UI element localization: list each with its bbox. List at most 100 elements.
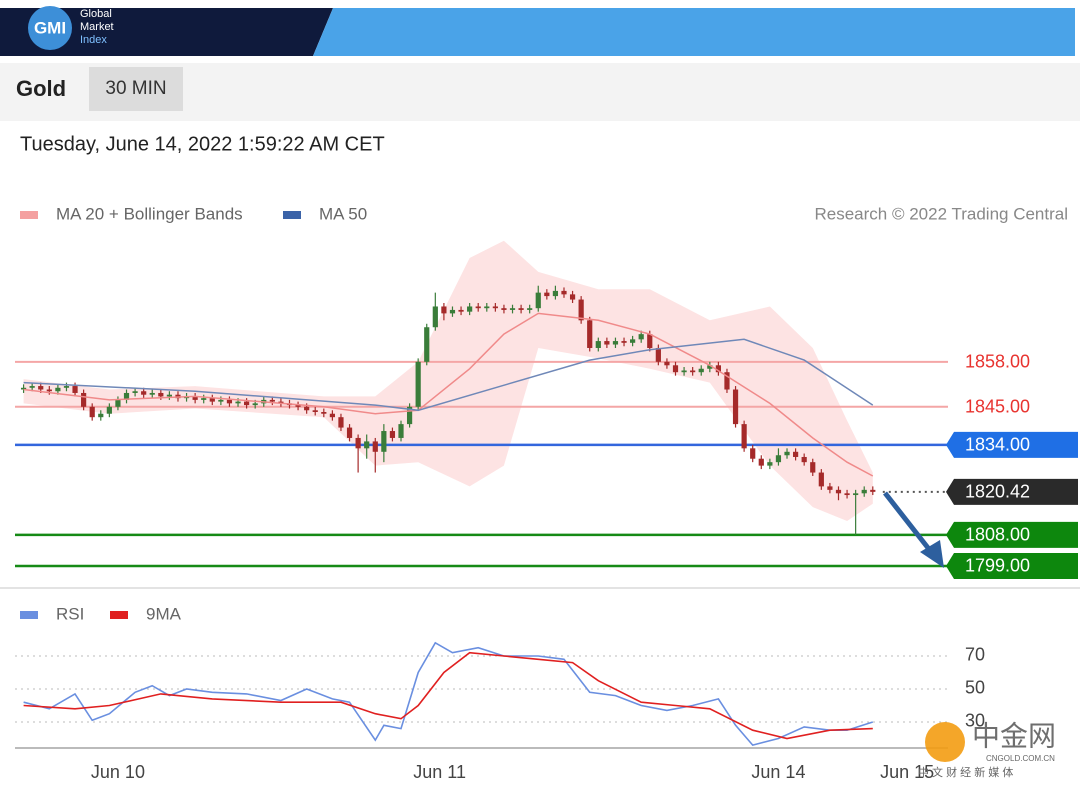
candle-body	[141, 391, 147, 395]
candle-body	[106, 406, 112, 414]
candle-body	[741, 424, 747, 449]
candle-body	[818, 472, 824, 487]
candle-body	[166, 394, 173, 397]
candle-body	[612, 341, 619, 345]
bollinger-band	[23, 240, 873, 521]
candle-body	[732, 389, 739, 425]
y-tick-label: 30	[965, 711, 985, 731]
legend-swatch	[283, 211, 301, 219]
candle-body	[698, 368, 704, 373]
header-dark	[0, 8, 333, 56]
legend-swatch	[20, 211, 38, 219]
candle-body	[381, 431, 387, 452]
candle-body	[638, 334, 644, 340]
candle-body	[690, 370, 696, 373]
candle-body	[853, 493, 859, 496]
candle-body	[226, 399, 233, 404]
candle-body	[835, 489, 842, 494]
level-box	[946, 478, 1078, 505]
candle-body	[123, 392, 130, 400]
candle-body	[441, 306, 447, 314]
candle-body	[244, 401, 250, 406]
candle-body	[750, 448, 756, 459]
level-box	[946, 431, 1078, 458]
watermark-logo	[925, 722, 965, 762]
candle-body	[424, 327, 430, 362]
candle-body	[775, 455, 782, 463]
candle-body	[46, 389, 52, 392]
candle-body	[346, 427, 353, 438]
candle-body	[415, 361, 421, 407]
candle-body	[544, 292, 550, 297]
candle-body	[595, 341, 601, 348]
candle-body	[535, 292, 541, 309]
level-label: 1845.00	[965, 397, 1030, 417]
candle-body	[724, 372, 730, 390]
candle-body	[406, 406, 413, 425]
y-tick-label: 50	[965, 678, 985, 698]
legend-swatch	[110, 611, 128, 619]
candle-body	[63, 386, 70, 388]
timeframe-button[interactable]	[89, 67, 183, 111]
level-box	[946, 521, 1078, 548]
candle-body	[569, 294, 576, 300]
candle-body	[192, 396, 198, 400]
candle-body	[115, 399, 121, 407]
candle-body	[475, 306, 481, 309]
legend-label: MA 50	[319, 204, 367, 223]
candle-body	[784, 451, 790, 456]
candle-body	[518, 308, 524, 310]
legend-label: 9MA	[146, 604, 182, 623]
candle-body	[355, 437, 361, 449]
ma-line	[23, 338, 874, 412]
candle-body	[870, 489, 876, 492]
candle-body	[312, 410, 318, 412]
candle-body	[132, 391, 138, 393]
header-bar	[313, 8, 1075, 56]
candle-body	[527, 308, 533, 310]
candle-body	[278, 401, 284, 404]
candle-body	[149, 392, 155, 395]
level-label: 1858.00	[965, 352, 1030, 372]
candle-body	[767, 462, 773, 466]
level-label: 1820.42	[965, 482, 1030, 502]
timestamp: Tuesday, June 14, 2022 1:59:22 AM CET	[20, 133, 385, 155]
candle-body	[578, 299, 584, 321]
ma-line	[23, 312, 874, 477]
candle-body	[304, 406, 310, 411]
candle-body	[432, 306, 438, 328]
candle-body	[269, 399, 275, 402]
forecast-arrowhead	[920, 540, 944, 568]
candle-body	[209, 398, 215, 402]
logo[interactable]: GMI	[34, 18, 66, 37]
watermark: 中金网	[972, 720, 1056, 751]
candle-body	[338, 417, 344, 428]
candle-body	[235, 401, 241, 404]
candle-body	[458, 309, 464, 312]
y-tick-label: 70	[965, 645, 985, 665]
x-tick-label: Jun 11	[413, 762, 466, 782]
brand: Global	[80, 8, 112, 20]
x-tick-label: Jun 14	[751, 762, 805, 782]
candle-body	[672, 365, 679, 373]
candle-body	[55, 387, 61, 392]
candle-body	[801, 456, 807, 463]
level-label: 1834.00	[965, 435, 1030, 455]
logo-circle[interactable]	[28, 6, 72, 50]
candle-body	[72, 386, 78, 393]
candle-body	[38, 386, 44, 390]
candle-body	[398, 424, 404, 438]
candle-body	[604, 341, 610, 345]
candle-body	[810, 462, 816, 473]
candle-body	[372, 441, 378, 452]
candle-body	[844, 493, 850, 496]
brand: Index	[80, 34, 107, 46]
timeframe[interactable]: 30 MIN	[105, 78, 166, 99]
candle-body	[29, 386, 35, 388]
candle-body	[758, 458, 764, 466]
candle-body	[321, 412, 327, 414]
candle-body	[792, 451, 799, 457]
candle-body	[715, 365, 721, 373]
candle-body	[295, 405, 301, 407]
